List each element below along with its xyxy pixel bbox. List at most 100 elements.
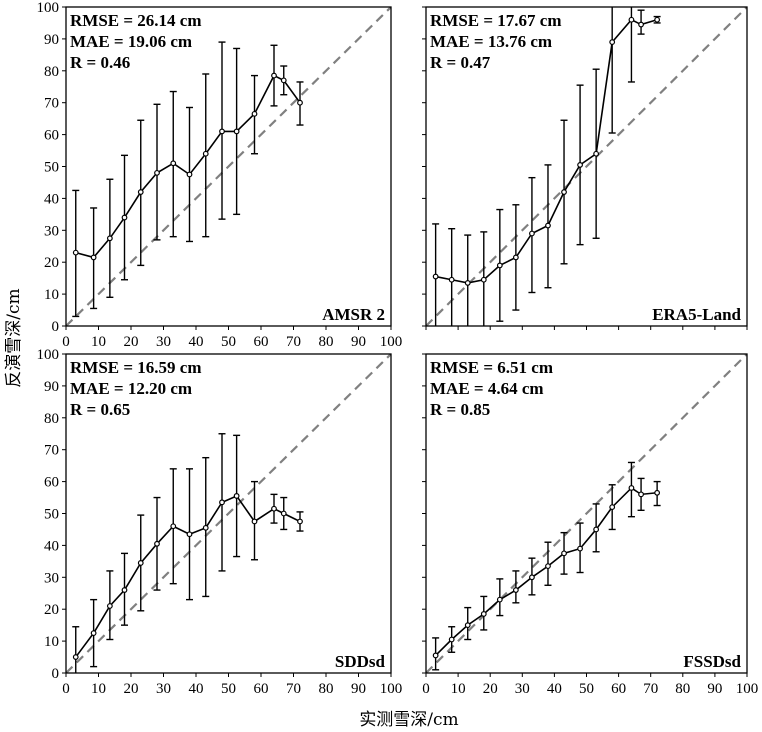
x-tick-label: 60 (254, 681, 269, 697)
x-tick-label: 70 (286, 681, 301, 697)
data-point (561, 550, 567, 557)
stat-text: R = 0.85 (430, 400, 490, 419)
x-tick-label: 10 (451, 681, 466, 697)
x-tick-label: 90 (707, 681, 722, 697)
data-point (90, 630, 97, 637)
panel-label: FSSDsd (683, 652, 741, 671)
data-point (512, 587, 519, 593)
data-point (545, 222, 551, 229)
data-point (137, 189, 144, 195)
data-point (297, 518, 303, 525)
data-point (251, 518, 258, 525)
data-point (280, 77, 287, 84)
data-point (432, 652, 439, 659)
data-point (480, 276, 487, 283)
x-tick-label: 20 (483, 681, 498, 697)
x-tick-label: 0 (422, 681, 430, 697)
data-point (628, 16, 635, 23)
data-point (609, 39, 616, 45)
y-tick-label: 40 (44, 191, 59, 207)
data-point (297, 99, 303, 106)
data-point (90, 254, 97, 261)
data-point (496, 262, 503, 269)
data-point (593, 150, 600, 157)
stat-text: R = 0.65 (70, 400, 130, 419)
y-tick-label: 30 (44, 223, 59, 239)
stat-text: RMSE = 17.67 cm (430, 11, 562, 30)
data-point (137, 560, 144, 566)
x-tick-label: 40 (189, 334, 204, 350)
data-point (72, 249, 79, 256)
stat-text: RMSE = 26.14 cm (70, 11, 202, 30)
x-tick-label: 10 (91, 334, 106, 350)
data-point (202, 524, 209, 531)
x-tick-label: 40 (547, 681, 562, 697)
reference-line-1to1 (426, 7, 747, 326)
y-tick-label: 80 (44, 411, 59, 427)
plot-area (66, 354, 391, 673)
x-tick-label: 20 (124, 681, 139, 697)
data-point (577, 162, 583, 168)
stat-text: MAE = 4.64 cm (430, 379, 544, 398)
data-point (233, 493, 240, 499)
data-point (654, 489, 661, 496)
data-point (496, 596, 503, 603)
stat-text: MAE = 19.06 cm (70, 32, 192, 51)
y-tick-label: 60 (44, 128, 59, 144)
y-tick-label: 40 (44, 538, 59, 554)
data-point (609, 504, 616, 511)
data-point (529, 574, 535, 581)
x-tick-label: 80 (319, 681, 334, 697)
reference-line-1to1 (66, 354, 391, 673)
x-tick-label: 30 (156, 681, 171, 697)
x-tick-label: 60 (254, 334, 269, 350)
data-point (638, 21, 644, 28)
stat-text: MAE = 13.76 cm (430, 32, 552, 51)
reference-line-1to1 (426, 354, 747, 673)
data-point (219, 499, 225, 506)
data-point (233, 128, 240, 135)
data-point (529, 230, 535, 237)
y-tick-label: 90 (44, 32, 59, 48)
data-point (170, 160, 177, 167)
x-tick-label: 50 (579, 681, 594, 697)
y-tick-label: 100 (37, 347, 60, 363)
data-point (121, 214, 128, 221)
data-point (186, 171, 193, 178)
data-point (154, 540, 160, 547)
y-tick-label: 0 (52, 666, 60, 682)
data-point (448, 276, 455, 283)
stat-text: RMSE = 6.51 cm (430, 358, 553, 377)
y-tick-label: 50 (44, 160, 59, 176)
y-tick-label: 70 (44, 443, 59, 459)
y-tick-label: 70 (44, 96, 59, 112)
y-tick-label: 50 (44, 507, 59, 523)
stat-text: MAE = 12.20 cm (70, 379, 192, 398)
y-tick-label: 30 (44, 570, 59, 586)
x-tick-label: 60 (611, 681, 626, 697)
x-tick-label: 30 (515, 681, 530, 697)
data-point (593, 526, 600, 533)
data-point (251, 110, 258, 117)
data-point (170, 523, 177, 530)
panel-3: 0 10 20 30 40 50 60 70 80 90 100 RMSE = 6.51 cm MAE … (422, 353, 758, 697)
data-point (280, 510, 287, 517)
y-tick-label: 60 (44, 475, 59, 491)
y-tick-label: 0 (52, 319, 60, 335)
data-point (448, 636, 455, 643)
data-point (121, 587, 128, 593)
panel-label: ERA5-Land (652, 305, 741, 324)
data-point (561, 189, 567, 195)
x-tick-label: 50 (221, 334, 236, 350)
reference-line-1to1 (66, 7, 391, 326)
x-tick-label: 100 (380, 334, 403, 350)
y-axis-label: 反演雪深/cm (4, 288, 24, 387)
plot-area (426, 354, 747, 673)
panel-1: RMSE = 17.67 cm MAE = 13.76 cm R = 0.47 ERA… (422, 6, 748, 330)
stat-text: R = 0.46 (70, 53, 130, 72)
y-tick-label: 100 (37, 0, 60, 16)
x-tick-label: 0 (62, 681, 70, 697)
x-tick-label: 90 (351, 681, 366, 697)
y-tick-label: 20 (44, 602, 59, 618)
